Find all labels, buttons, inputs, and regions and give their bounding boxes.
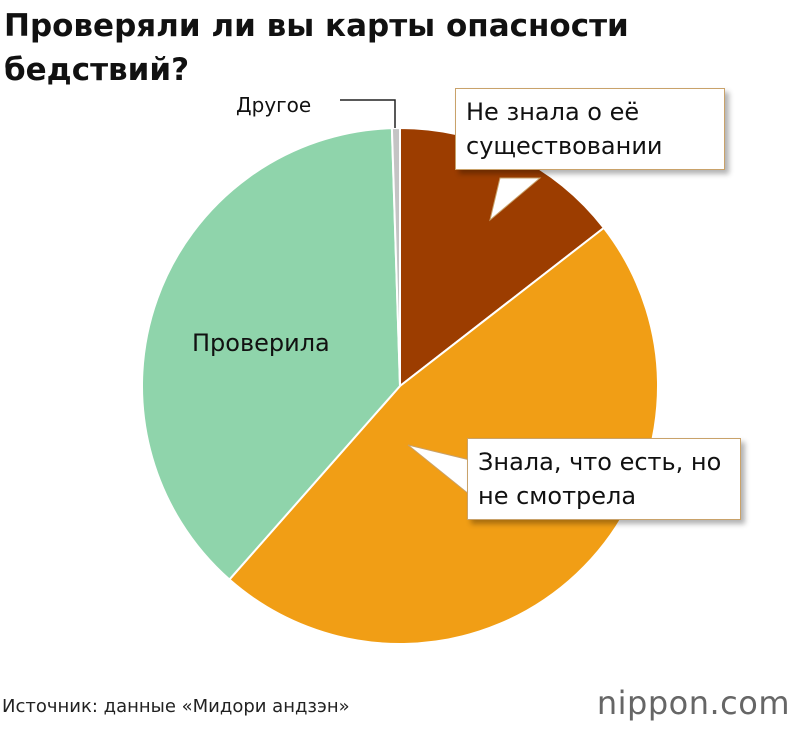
pie-slice: [141, 127, 402, 581]
pie-slice: [227, 226, 659, 645]
chart-title: Проверяли ли вы карты опасности бедствий…: [4, 8, 629, 88]
slice-label: Другое: [236, 93, 312, 117]
slice-label: Не знала о её существовании: [455, 88, 725, 170]
slice-label: Проверила: [192, 329, 330, 357]
source: Источник: данные «Мидори андзэн»: [2, 696, 350, 717]
leader-line: [340, 99, 396, 128]
callout-pointer: [489, 177, 542, 222]
pie-slice: [390, 126, 401, 387]
slice-label: Знала, что есть, но не смотрела: [467, 438, 741, 520]
brand-logo: nippon.com: [596, 684, 790, 722]
